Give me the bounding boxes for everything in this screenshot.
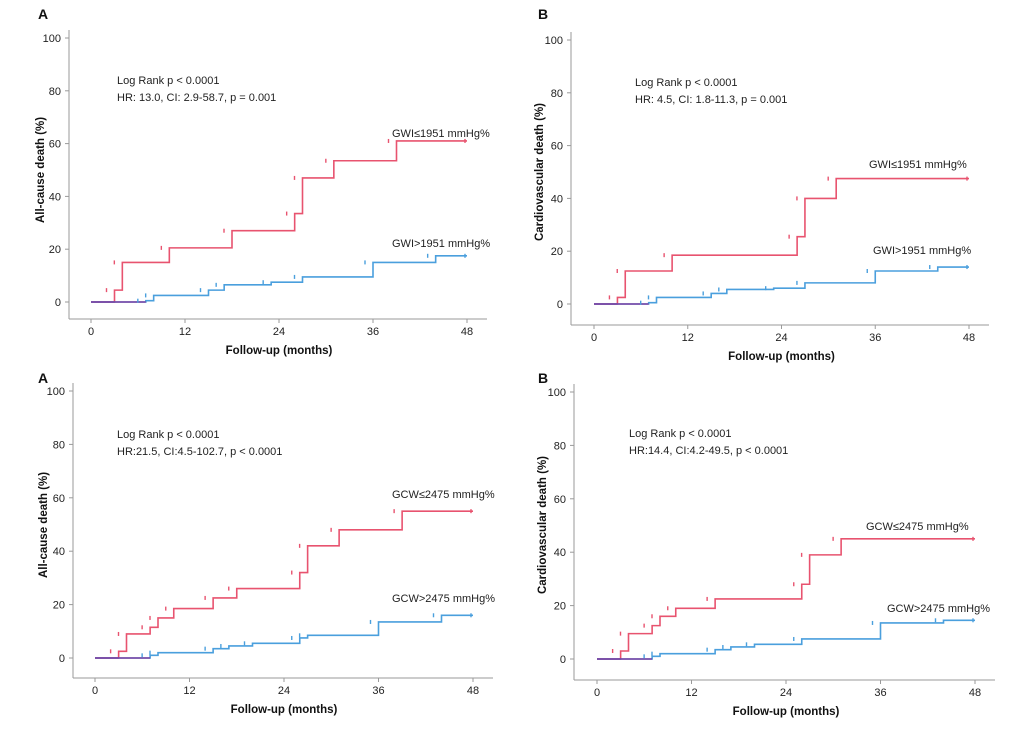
y-tick-label: 40 [554,547,566,559]
panel-letter: A [38,6,48,22]
panel-letter: B [538,6,548,22]
x-tick-label: 12 [179,326,191,338]
km-step-line-low [594,177,969,305]
panel-letter: B [538,370,548,386]
series-label: GWI>1951 mmHg% [392,238,490,250]
km-step-line-high [91,255,467,303]
hazard-ratio-annotation: HR:21.5, CI:4.5-102.7, p < 0.0001 [117,446,282,458]
y-tick-label: 100 [548,387,566,399]
x-tick-label: 24 [780,687,792,699]
series-label: GCW>2475 mmHg% [887,603,990,615]
series-label: GCW>2475 mmHg% [392,593,495,605]
y-tick-label: 40 [53,546,65,558]
log-rank-annotation: Log Rank p < 0.0001 [629,428,731,440]
series-label: GCW≤2475 mmHg% [866,521,969,533]
y-tick-label: 40 [551,193,563,205]
y-tick-label: 20 [554,601,566,613]
y-tick-label: 40 [49,191,61,203]
hazard-ratio-annotation: HR: 4.5, CI: 1.8-11.3, p = 0.001 [635,94,787,106]
y-tick-label: 80 [49,86,61,98]
y-axis-title: Cardiovascular death (%) [534,103,546,241]
km-step-line-low [95,510,473,659]
x-tick-label: 0 [88,326,94,338]
x-tick-label: 0 [591,332,597,344]
y-tick-label: 0 [557,299,563,311]
x-tick-label: 12 [685,687,697,699]
y-tick-label: 100 [545,35,563,47]
y-tick-label: 60 [554,494,566,506]
series-label: GCW≤2475 mmHg% [392,489,495,501]
x-axis-title: Follow-up (months) [231,704,338,716]
series-label: GWI>1951 mmHg% [873,245,971,257]
y-axis-title: Cardiovascular death (%) [537,456,549,594]
series-label: GWI≤1951 mmHg% [869,159,967,171]
y-axis-title: All-cause death (%) [38,472,50,578]
x-tick-label: 48 [461,326,473,338]
x-axis-title: Follow-up (months) [226,345,333,357]
x-tick-label: 0 [594,687,600,699]
x-tick-label: 36 [869,332,881,344]
km-step-line-high [594,266,969,305]
y-tick-label: 100 [43,33,61,45]
log-rank-annotation: Log Rank p < 0.0001 [635,77,737,89]
km-step-line-low [597,538,975,660]
x-tick-label: 36 [372,685,384,697]
x-tick-label: 24 [775,332,787,344]
log-rank-annotation: Log Rank p < 0.0001 [117,75,219,87]
y-tick-label: 60 [551,141,563,153]
y-tick-label: 80 [551,88,563,100]
x-tick-label: 36 [874,687,886,699]
x-tick-label: 24 [273,326,285,338]
x-tick-label: 36 [367,326,379,338]
x-tick-label: 48 [963,332,975,344]
km-step-line-high [95,614,473,659]
km-step-line-low [91,140,467,303]
km-step-line-high [597,619,975,660]
y-tick-label: 20 [551,246,563,258]
y-tick-label: 100 [47,386,65,398]
hazard-ratio-annotation: HR: 13.0, CI: 2.9-58.7, p = 0.001 [117,92,276,104]
y-tick-label: 0 [560,654,566,666]
panel-letter: A [38,370,48,386]
series-label: GWI≤1951 mmHg% [392,128,490,140]
y-tick-label: 20 [49,244,61,256]
y-axis-title: All-cause death (%) [35,117,47,223]
y-tick-label: 0 [59,653,65,665]
x-tick-label: 48 [467,685,479,697]
x-tick-label: 0 [92,685,98,697]
x-tick-label: 12 [183,685,195,697]
y-tick-label: 0 [55,297,61,309]
x-tick-label: 12 [682,332,694,344]
x-axis-title: Follow-up (months) [733,706,840,718]
hazard-ratio-annotation: HR:14.4, CI:4.2-49.5, p < 0.0001 [629,445,788,457]
y-tick-label: 60 [49,139,61,151]
y-tick-label: 60 [53,493,65,505]
x-tick-label: 48 [969,687,981,699]
x-axis-title: Follow-up (months) [728,351,835,363]
y-tick-label: 20 [53,600,65,612]
log-rank-annotation: Log Rank p < 0.0001 [117,429,219,441]
y-tick-label: 80 [554,440,566,452]
x-tick-label: 24 [278,685,290,697]
y-tick-label: 80 [53,439,65,451]
